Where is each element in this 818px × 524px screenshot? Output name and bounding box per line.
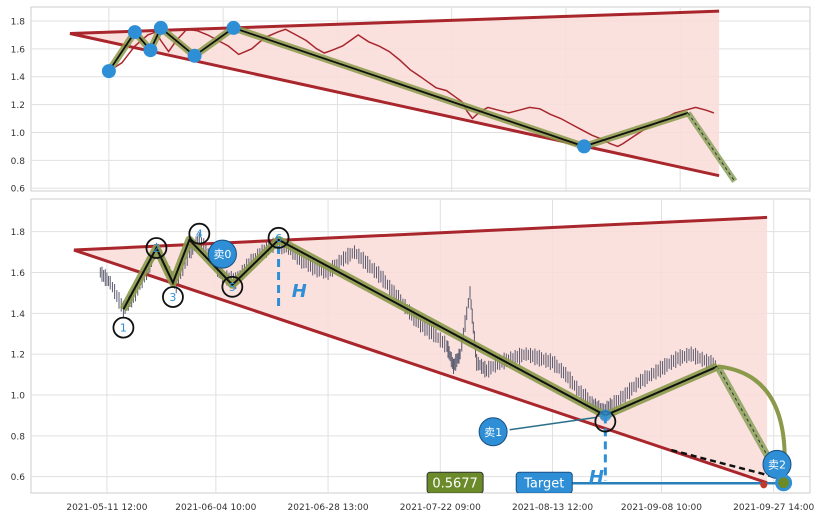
sell-signal-marker xyxy=(207,239,237,269)
bottom-y-tick-label: 1.2 xyxy=(11,351,25,361)
top-y-tick-label: 1.8 xyxy=(11,17,26,27)
bottom-y-tick-label: 0.8 xyxy=(11,432,26,442)
x-tick-label: 2021-06-28 13:00 xyxy=(288,503,369,513)
pivot-label: 4 xyxy=(196,228,203,241)
top-pivot-marker xyxy=(577,139,592,154)
bottom-y-tick-label: 0.6 xyxy=(11,473,26,483)
pivot-label: 5 xyxy=(229,281,236,294)
pivot-marker xyxy=(599,409,612,422)
top-y-tick-label: 1.2 xyxy=(11,101,25,111)
top-price-line xyxy=(108,28,715,148)
bottom-trend-line-1 xyxy=(73,248,768,485)
target-end-marker xyxy=(775,474,793,492)
top-pivot-marker xyxy=(187,48,202,63)
target-label: Target xyxy=(523,476,564,491)
bottom-plot-area: 1 2 3 4 5 6 H H 卖0 卖1 卖2 0.5677 Target xyxy=(73,215,793,493)
pivot-label: 6 xyxy=(275,232,282,245)
x-tick-label: 2021-05-11 12:00 xyxy=(66,503,147,513)
pivot-label: 2 xyxy=(153,242,160,255)
top-panel: 0.6 0.8 1.0 1.2 1.4 1.6 1.8 xyxy=(11,6,811,195)
x-tick-label: 2021-08-13 12:00 xyxy=(512,503,593,513)
top-pivot-marker xyxy=(153,20,168,35)
bottom-y-tick-label: 1.8 xyxy=(11,228,26,238)
x-tick-label: 2021-06-04 10:00 xyxy=(175,503,256,513)
target-label-box xyxy=(515,471,573,493)
sell-signal-label: 卖1 xyxy=(484,426,502,439)
bottom-y-tick-label: 1.0 xyxy=(11,392,26,402)
target-value-label: 0.5677 xyxy=(432,476,478,491)
h-annotation: H xyxy=(292,281,307,302)
top-plot-area xyxy=(69,9,738,183)
bottom-panel: 2021-05-11 12:00 2021-06-04 10:00 2021-06-… xyxy=(11,198,815,513)
signal-connector xyxy=(509,416,596,431)
top-pivot-marker xyxy=(143,43,158,58)
x-tick-label: 2021-09-27 14:00 xyxy=(733,503,814,513)
bottom-y-tick-label: 1.6 xyxy=(11,269,26,279)
h-annotation: H xyxy=(589,467,604,488)
pivot-label-circle xyxy=(221,275,244,298)
top-y-tick-label: 0.6 xyxy=(11,185,26,195)
target-small-marker xyxy=(760,481,768,489)
top-y-tick-label: 0.8 xyxy=(11,157,26,167)
top-trend-line-0 xyxy=(69,9,720,35)
x-tick-label: 2021-07-22 09:00 xyxy=(400,503,481,513)
sell-signal-label: 卖2 xyxy=(768,458,786,471)
top-y-tick-label: 1.6 xyxy=(11,45,26,55)
pivot-label-circle xyxy=(188,222,211,245)
pivot-label-circle xyxy=(112,316,135,339)
bottom-y-tick-label: 1.4 xyxy=(11,310,26,320)
pivot-label-circle xyxy=(162,286,184,308)
sell-signal-marker xyxy=(478,417,508,447)
bottom-zone-fill xyxy=(73,217,768,483)
target-value-box xyxy=(426,471,484,493)
bottom-projection-dash xyxy=(717,366,785,486)
top-pivot-marker xyxy=(226,20,241,35)
pivot-label-circle xyxy=(145,237,168,259)
top-trend-line-1 xyxy=(69,32,720,178)
pivot-label: 1 xyxy=(120,322,127,335)
top-pivot-marker xyxy=(127,25,142,40)
sell-signal-label: 卖0 xyxy=(213,248,231,261)
lower-trend-extension xyxy=(671,448,775,478)
pivot-label: 3 xyxy=(169,291,176,304)
top-pivot-marker xyxy=(101,64,116,79)
pivot-label-circle xyxy=(267,226,290,249)
x-tick-label: 2021-09-08 10:00 xyxy=(621,503,702,513)
top-y-tick-label: 1.0 xyxy=(11,129,26,139)
top-projection-dash xyxy=(687,112,736,182)
top-y-tick-label: 1.4 xyxy=(11,73,26,83)
